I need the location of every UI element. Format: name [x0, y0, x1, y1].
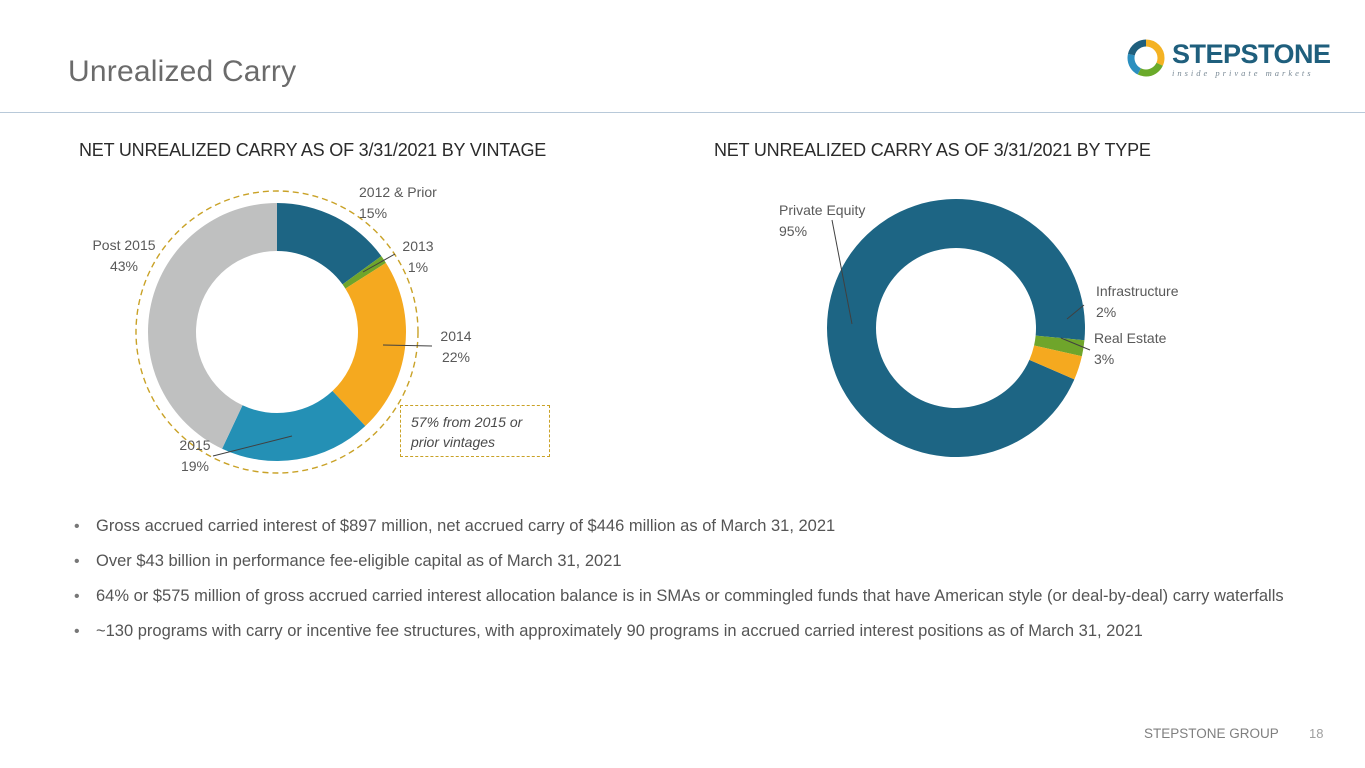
footer-brand: STEPSTONE GROUP [1144, 726, 1279, 741]
type-slice-infrastructure [1034, 335, 1085, 357]
leader-lines [212, 219, 1091, 457]
vintage-label-value: 22% [442, 349, 470, 365]
type-label-value: 2% [1096, 304, 1116, 320]
vintage-label-value: 19% [181, 458, 209, 474]
vintage-slice-post-2015 [148, 203, 277, 449]
vintage-label-name: 2015 [179, 437, 210, 453]
bullet-item: Over $43 billion in performance fee-elig… [73, 549, 1293, 574]
type-label-name: Private Equity [779, 202, 865, 218]
vintage-callout: 57% from 2015 or prior vintages [400, 405, 550, 457]
type-label-value: 95% [779, 223, 807, 239]
vintage-label-value: 43% [110, 258, 138, 274]
type-label-value: 3% [1094, 351, 1114, 367]
leader-line [831, 219, 853, 325]
leader-line [1060, 337, 1091, 351]
vintage-slice-2012-prior [277, 203, 382, 285]
vintage-label-name: 2014 [440, 328, 471, 344]
type-label-name: Real Estate [1094, 330, 1167, 346]
page-number: 18 [1309, 726, 1324, 741]
vintage-slice-2013 [342, 256, 386, 289]
leader-line [1066, 304, 1085, 320]
vintage-slice-2014 [332, 262, 406, 427]
chart-type-title: NET UNREALIZED CARRY AS OF 3/31/2021 BY … [714, 140, 1151, 160]
bullet-item: ~130 programs with carry or incentive fe… [73, 619, 1293, 644]
type-label-name: Infrastructure [1096, 283, 1179, 299]
type-slice-real-estate [1029, 345, 1082, 380]
logo-wordmark: STEPSTONE [1172, 39, 1331, 69]
bullet-list: Gross accrued carried interest of $897 m… [73, 514, 1293, 654]
bullet-item: 64% or $575 million of gross accrued car… [73, 584, 1293, 609]
type-donut [827, 198, 1085, 457]
vintage-slice-2015 [222, 391, 366, 461]
slice-labels: 2012 & Prior 15% 2013 1% 2014 22% 2015 19% Post … [92, 184, 1178, 474]
vintage-label-value: 1% [408, 259, 428, 275]
leader-line [362, 253, 396, 273]
vintage-label-name: Post 2015 [92, 237, 155, 253]
vintage-donut [148, 203, 406, 461]
leader-line [212, 435, 293, 457]
type-slice-private-equity [827, 198, 1085, 457]
vintage-highlight-arc [135, 190, 419, 474]
bullet-item: Gross accrued carried interest of $897 m… [73, 514, 1293, 539]
stepstone-logo: STEPSTONE inside private markets [1124, 36, 1331, 82]
logo-tagline: inside private markets [1172, 68, 1314, 78]
chart-vintage-title: NET UNREALIZED CARRY AS OF 3/31/2021 BY … [79, 140, 547, 160]
vintage-label-name: 2012 & Prior [359, 184, 437, 200]
leader-line [382, 344, 433, 347]
vintage-label-name: 2013 [402, 238, 433, 254]
page-title: Unrealized Carry [68, 55, 297, 88]
logo-ring-icon [1127, 39, 1165, 77]
vintage-label-value: 15% [359, 205, 387, 221]
title-divider [0, 112, 1365, 113]
